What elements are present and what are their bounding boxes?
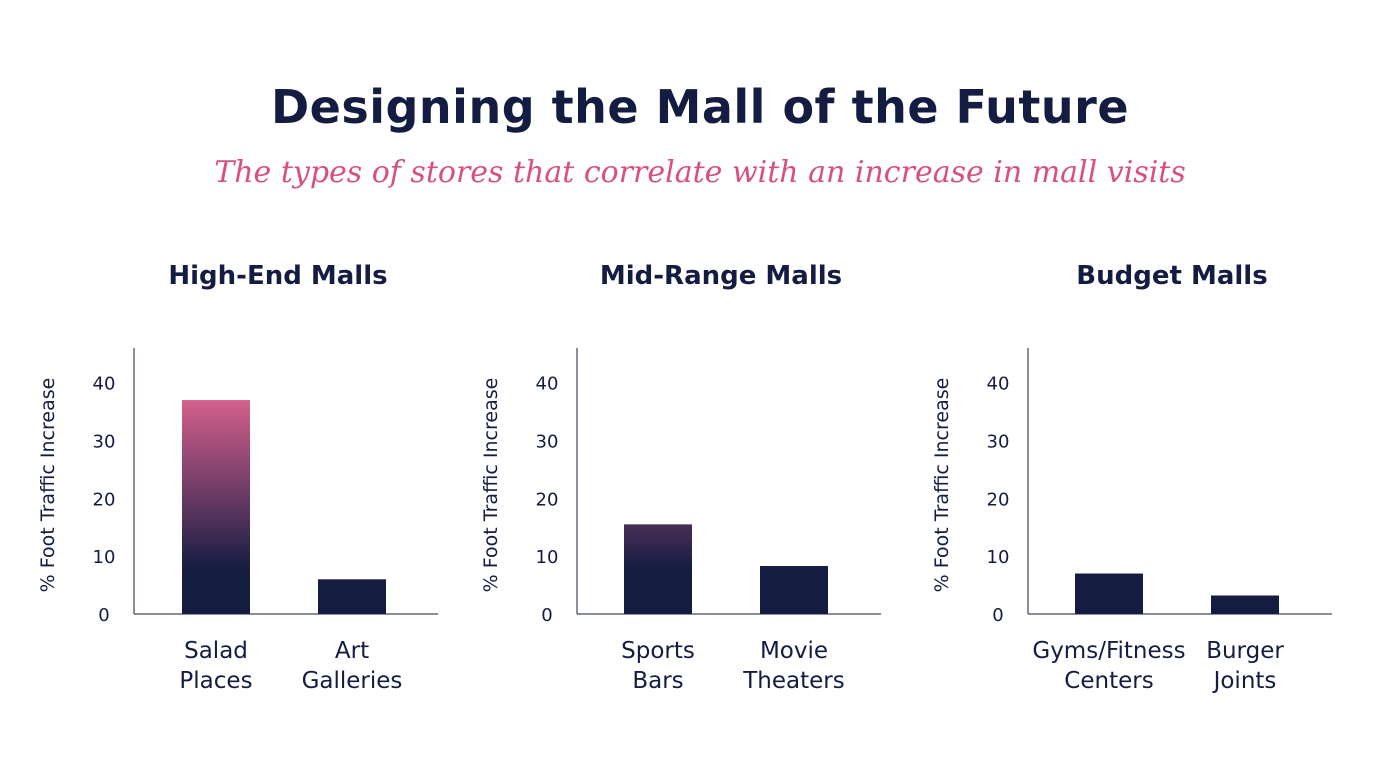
y-tick-label: 40 [536, 374, 559, 395]
bar-2 [1211, 595, 1279, 614]
x-category-label: Places [179, 668, 252, 694]
x-category-label: Salad [184, 638, 248, 664]
chart-panel-1: High-End Malls % Foot Traffic Increase 0 10… [37, 261, 438, 694]
x-category-label: Bars [632, 668, 683, 694]
bar-2 [760, 566, 828, 614]
y-axis-label: % Foot Traffic Increase [480, 378, 502, 593]
x-category-label: Galleries [302, 668, 403, 694]
y-tick-label: 30 [536, 432, 559, 453]
y-tick-label: 0 [541, 605, 552, 626]
chart-panel-2: Mid-Range Malls % Foot Traffic Increase 0 1… [480, 261, 881, 694]
y-tick-label: 30 [987, 432, 1010, 453]
x-category-label: Sports [621, 638, 695, 664]
y-tick-label: 40 [987, 374, 1010, 395]
x-category-label: Gyms/Fitness [1032, 638, 1185, 664]
chart-title: Budget Malls [1076, 261, 1267, 291]
y-tick-label: 10 [93, 547, 116, 568]
y-tick-label: 10 [987, 547, 1010, 568]
bar-1 [182, 400, 250, 614]
x-category-label: Theaters [742, 668, 844, 694]
x-category-label: Centers [1064, 668, 1153, 694]
chart-title: High-End Malls [168, 261, 387, 291]
x-category-label: Burger [1206, 638, 1284, 664]
y-tick-label: 0 [98, 605, 109, 626]
y-tick-label: 40 [93, 374, 116, 395]
x-category-label: Art [335, 638, 369, 664]
chart-panel-3: Budget Malls % Foot Traffic Increase 0 10 20… [931, 261, 1332, 694]
y-tick-label: 20 [987, 489, 1010, 510]
y-tick-label: 20 [536, 489, 559, 510]
bar-1 [1075, 573, 1143, 614]
x-category-label: Movie [760, 638, 828, 664]
bar-2 [318, 579, 386, 614]
x-category-label: Joints [1212, 668, 1277, 694]
y-axis-label: % Foot Traffic Increase [931, 378, 953, 593]
y-tick-label: 0 [992, 605, 1003, 626]
y-axis-label: % Foot Traffic Increase [37, 378, 59, 593]
bar-1 [624, 524, 692, 614]
y-tick-label: 30 [93, 432, 116, 453]
y-tick-label: 10 [536, 547, 559, 568]
page-subtitle: The types of stores that correlate with … [214, 155, 1186, 190]
chart-title: Mid-Range Malls [600, 261, 842, 291]
y-tick-label: 20 [93, 489, 116, 510]
page-title: Designing the Mall of the Future [270, 80, 1130, 134]
